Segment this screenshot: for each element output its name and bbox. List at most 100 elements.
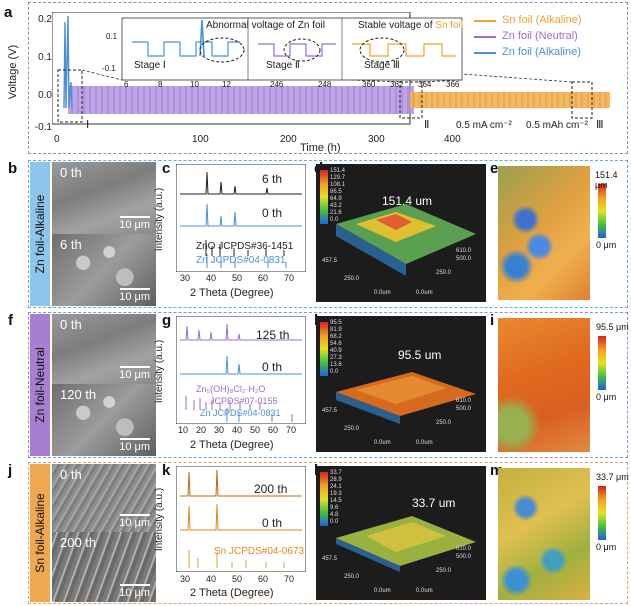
axis-label: 457.5	[322, 408, 338, 414]
row-f-side-tab: Zn foil-Neutral	[30, 314, 50, 456]
height-3d-h: 95.5 81.9 68.2 54.6 40.9 27.3 13.6 0.0 9…	[316, 316, 486, 452]
zoom-box-3	[571, 81, 593, 119]
roman-2: Ⅱ	[424, 119, 430, 131]
cb-value: 43.2	[330, 203, 342, 209]
inset-xtick: 366	[446, 80, 460, 89]
panel-i-letter: i	[490, 312, 495, 329]
axis-label: 457.5	[322, 258, 338, 264]
xrd-g-mid: 0 th	[262, 360, 283, 374]
inset-xtick: 364	[418, 80, 432, 89]
inset-xtick: 248	[318, 80, 332, 89]
axis-label: 250.0	[344, 426, 360, 432]
ytick: -0.1	[34, 122, 52, 133]
xrd-c	[176, 164, 306, 272]
sem-sn-alk-0th: 0 th 10 μm	[52, 464, 156, 532]
xrd-g-ref1: Zn₅(OH)₈Cl₂·H₂O	[196, 384, 266, 394]
surface	[336, 516, 476, 572]
inset-trace-sn	[352, 43, 456, 57]
inset-xtick: 8	[158, 80, 163, 89]
ytick: 0.0	[38, 90, 52, 101]
xrd-g-ref2: Zn JCPDS#04-0831	[200, 408, 281, 418]
height-3d-d: 151.4 129.7 108.1 86.5 64.9 43.2 21.6 0.…	[316, 164, 486, 302]
cb-value: 19.3	[330, 491, 342, 497]
row-b-frame	[28, 160, 628, 308]
cb-value: 0.0	[330, 519, 339, 525]
xtick: 30	[214, 425, 225, 435]
xtick: 40	[206, 273, 217, 283]
colorbar-e	[598, 184, 606, 238]
xrd-k	[176, 466, 306, 572]
cb-value: 27.3	[330, 355, 342, 361]
sem-zn-neu-0th: 0 th 10 μm	[52, 314, 156, 384]
inset-trace-zn	[132, 41, 240, 57]
colorbar-l	[320, 472, 328, 526]
ytick: 0.2	[38, 14, 52, 25]
inset-xtick: 10	[190, 80, 199, 89]
xrd-g-ref1b: JCPDS#07-0155	[210, 396, 278, 406]
xrd-g	[176, 316, 306, 424]
panel-g-letter: g	[162, 312, 172, 329]
cb-value: 14.5	[330, 498, 342, 504]
legend-swatch	[474, 20, 496, 22]
cb-value: 24.1	[330, 484, 342, 490]
roman-3: Ⅲ	[596, 119, 604, 131]
panel-a-legend: Sn foil (Alkaline) Zn foil (Neutral) Zn …	[474, 14, 624, 62]
sem-label: 120 th	[60, 387, 97, 402]
legend-item: Zn foil (Alkaline)	[474, 46, 624, 62]
map-min-e: 0 μm	[596, 240, 617, 250]
xrd-c-ylabel: Intensity (a.u.)	[154, 187, 166, 252]
axis-label: 0.0um	[416, 588, 433, 594]
xtick: 40	[206, 574, 217, 584]
row-j-side-label: Sn foil-Alkaline	[33, 493, 47, 573]
inset-xtick: 6	[124, 80, 129, 89]
cb-value: 40.9	[330, 348, 342, 354]
cb-value: 108.1	[330, 182, 346, 188]
zn-alkaline-trace	[63, 15, 73, 109]
height-3d-l: 33.7 28.9 24.1 19.3 14.5 9.6 4.8 0.0 33.…	[316, 466, 486, 600]
surface	[336, 204, 476, 276]
xtick: 10	[178, 425, 189, 435]
stage-3-label: Stage Ⅲ	[364, 60, 400, 71]
axis-label: 500.0	[456, 554, 472, 560]
axis-label: 0.0um	[416, 290, 433, 296]
height-label-d: 151.4 um	[382, 194, 433, 208]
scale-bar: 10 μm	[119, 584, 150, 599]
stable-circle	[359, 37, 405, 63]
panel-e-letter: e	[490, 160, 499, 177]
row-b-side-label: Zn foil-Alkaline	[33, 194, 47, 274]
height-map-m	[498, 468, 590, 600]
cb-value: 151.4	[330, 168, 346, 174]
map-min-m: 0 μm	[596, 542, 617, 552]
colorbar-m	[598, 486, 606, 540]
panel-c-letter: c	[162, 160, 171, 177]
xtick: 200	[280, 134, 297, 145]
axis-label: 250.0	[344, 276, 360, 282]
xrd-k-ylabel: Intensity (a.u.)	[154, 487, 166, 552]
roman-1: Ⅰ	[86, 119, 90, 131]
stage-2-label: Stage Ⅱ	[266, 60, 300, 71]
xtick: 0	[54, 134, 60, 145]
current-label: 0.5 mA cm⁻²	[456, 120, 512, 131]
inset-ytick-bot: -0.1	[102, 64, 116, 73]
legend-swatch	[474, 52, 496, 54]
annotation-stable-sn: Sn foil	[435, 20, 464, 31]
xrd-c-ref1: ZnO JCPDS#36-1451	[196, 241, 294, 252]
row-f-frame	[28, 312, 628, 458]
sem-zn-alk-6th: 6 th 10 μm	[52, 234, 156, 306]
xtick: 70	[286, 425, 297, 435]
xtick: 40	[232, 425, 243, 435]
leader-4	[461, 73, 573, 83]
cb-value: 68.2	[330, 334, 342, 340]
xtick: 20	[196, 425, 207, 435]
sem-label: 200 th	[60, 535, 97, 550]
xtick: 60	[258, 574, 269, 584]
sem-zn-neu-120th: 120 th 10 μm	[52, 384, 156, 456]
legend-label: Sn foil (Alkaline)	[502, 14, 582, 26]
inset-frame	[121, 17, 463, 81]
inset-xtick: 12	[222, 80, 231, 89]
xrd-k-xlabel: 2 Theta (Degree)	[190, 587, 274, 599]
axis-label: 610.0	[456, 546, 472, 552]
panel-k-letter: k	[162, 462, 171, 479]
row-j-frame	[28, 462, 628, 604]
colorbar-i	[598, 336, 606, 390]
